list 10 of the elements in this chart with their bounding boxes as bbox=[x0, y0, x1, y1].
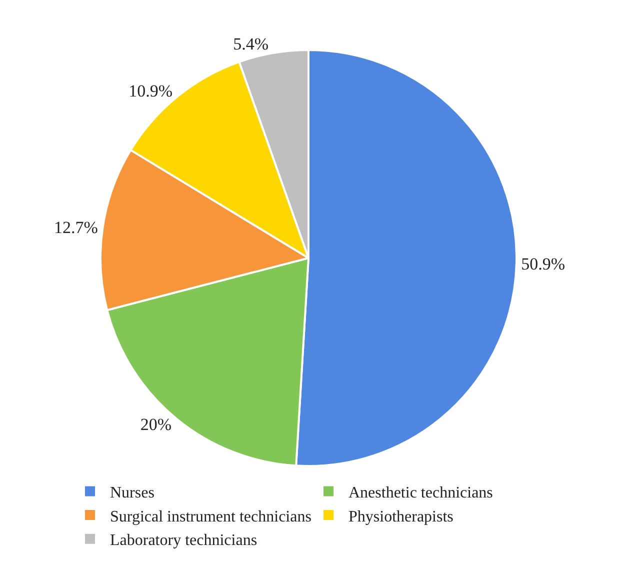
data-label: 10.9% bbox=[128, 81, 173, 100]
legend-label: Surgical instrument technicians bbox=[110, 508, 312, 526]
data-label: 20% bbox=[140, 414, 172, 434]
legend-label: Anesthetic technicians bbox=[348, 484, 493, 502]
legend-label: Laboratory technicians bbox=[110, 532, 258, 550]
data-label: 50.9% bbox=[521, 254, 566, 274]
legend-label: Physiotherapists bbox=[348, 508, 454, 526]
legend-label: Nurses bbox=[110, 484, 154, 502]
data-label: 12.7% bbox=[54, 218, 98, 237]
data-label: 5.4% bbox=[233, 34, 269, 54]
